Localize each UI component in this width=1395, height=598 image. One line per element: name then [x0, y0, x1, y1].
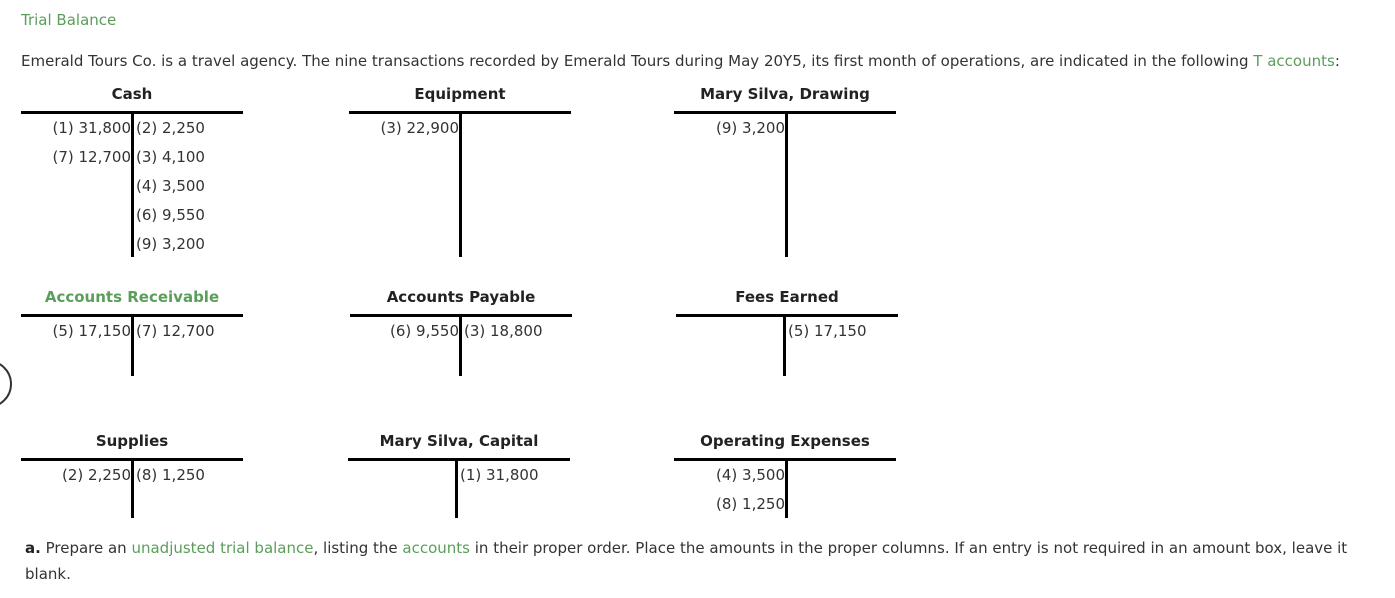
t-account-drawing: Mary Silva, Drawing (9) 3,200 — [674, 83, 896, 259]
debit-entry: (8) 1,250 — [716, 495, 785, 513]
t-account-fees-earned: Fees Earned (5) 17,150 — [676, 286, 898, 378]
t-account-title: Mary Silva, Drawing — [700, 85, 870, 103]
debit-entry: (4) 3,500 — [716, 466, 785, 484]
t-account-title: Accounts Payable — [386, 288, 536, 306]
t-account-title: Fees Earned — [735, 288, 839, 306]
question-text-1: Prepare an — [40, 539, 132, 557]
t-account-supplies: Supplies (2) 2,250 (8) 1,250 — [21, 430, 243, 520]
t-account-rule — [349, 111, 571, 114]
t-account-title: Supplies — [95, 432, 169, 450]
t-account-rule — [350, 314, 572, 317]
t-account-divider — [131, 317, 134, 376]
circle-decoration — [0, 360, 12, 408]
t-account-title[interactable]: Accounts Receivable — [44, 288, 220, 306]
question-text: a. Prepare an unadjusted trial balance, … — [25, 535, 1370, 587]
t-account-title: Mary Silva, Capital — [379, 432, 539, 450]
question-text-2: , listing the — [313, 539, 403, 557]
credit-entry: (5) 17,150 — [788, 322, 867, 340]
unadjusted-trial-balance-link[interactable]: unadjusted trial balance — [131, 539, 314, 557]
debit-entry: (5) 17,150 — [52, 322, 131, 340]
t-account-rule — [676, 314, 898, 317]
debit-entry: (2) 2,250 — [62, 466, 131, 484]
accounts-link[interactable]: accounts — [402, 539, 470, 557]
credit-entry: (7) 12,700 — [136, 322, 215, 340]
t-account-equipment: Equipment (3) 22,900 — [349, 83, 571, 259]
credit-entry: (3) 18,800 — [464, 322, 543, 340]
t-account-rule — [21, 111, 243, 114]
t-account-divider — [785, 461, 788, 518]
credit-entry: (1) 31,800 — [460, 466, 539, 484]
t-accounts-link[interactable]: T accounts — [1253, 52, 1335, 70]
credit-entry: (8) 1,250 — [136, 466, 205, 484]
t-account-title: Equipment — [414, 85, 506, 103]
debit-entry: (3) 22,900 — [380, 119, 459, 137]
t-account-rule — [674, 111, 896, 114]
t-account-rule — [21, 314, 243, 317]
question-text-3: in their proper order. Place the amounts… — [25, 539, 1348, 583]
intro-paragraph: Emerald Tours Co. is a travel agency. Th… — [21, 51, 1381, 71]
t-account-divider — [785, 114, 788, 257]
t-account-divider — [459, 317, 462, 376]
debit-entry: (1) 31,800 — [52, 119, 131, 137]
intro-text: Emerald Tours Co. is a travel agency. Th… — [21, 52, 1254, 70]
t-account-divider — [131, 114, 134, 257]
t-account-operating-expenses: Operating Expenses (4) 3,500 (8) 1,250 — [674, 430, 896, 520]
credit-entry: (9) 3,200 — [136, 235, 205, 253]
t-account-payable: Accounts Payable (6) 9,550 (3) 18,800 — [350, 286, 572, 378]
debit-entry: (9) 3,200 — [716, 119, 785, 137]
t-account-cash: Cash (1) 31,800 (7) 12,700 (2) 2,250 (3)… — [21, 83, 243, 259]
t-account-rule — [21, 458, 243, 461]
t-account-divider — [455, 461, 458, 518]
t-account-capital: Mary Silva, Capital (1) 31,800 — [348, 430, 570, 520]
t-account-rule — [348, 458, 570, 461]
credit-entry: (4) 3,500 — [136, 177, 205, 195]
t-account-divider — [131, 461, 134, 518]
credit-entry: (2) 2,250 — [136, 119, 205, 137]
intro-end: : — [1334, 52, 1340, 70]
debit-entry: (7) 12,700 — [52, 148, 131, 166]
page-title: Trial Balance — [21, 11, 117, 29]
t-account-title: Cash — [111, 85, 153, 103]
debit-entry: (6) 9,550 — [390, 322, 459, 340]
t-account-title: Operating Expenses — [700, 432, 870, 450]
t-account-divider — [459, 114, 462, 257]
credit-entry: (6) 9,550 — [136, 206, 205, 224]
t-account-rule — [674, 458, 896, 461]
t-account-receivable: Accounts Receivable (5) 17,150 (7) 12,70… — [21, 286, 243, 378]
credit-entry: (3) 4,100 — [136, 148, 205, 166]
question-label: a. — [25, 539, 41, 557]
t-account-divider — [783, 317, 786, 376]
